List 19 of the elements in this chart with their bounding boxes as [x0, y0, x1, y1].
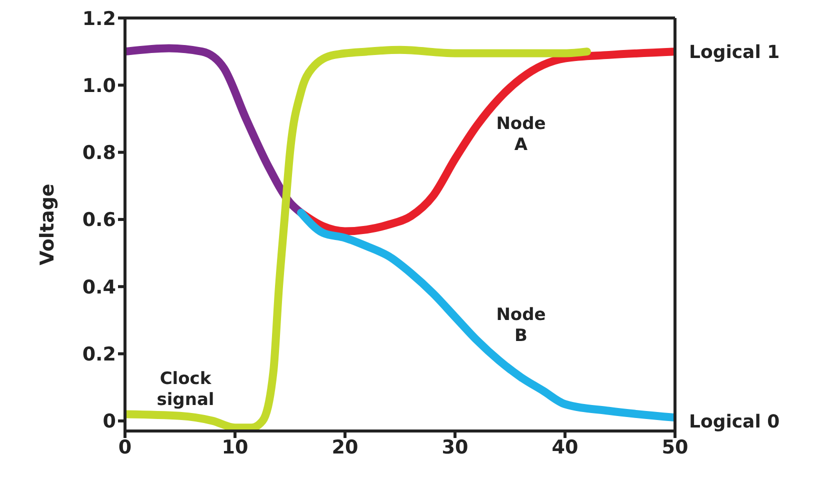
annotation: Logical 0 [689, 411, 780, 432]
y-tick-label: 0.6 [82, 209, 116, 232]
series-label: Node B [496, 305, 546, 346]
y-tick-label: 1.0 [82, 74, 116, 97]
y-tick-label: 1.2 [82, 8, 116, 30]
x-tick-label: 50 [662, 436, 688, 458]
x-tick-label: 40 [552, 436, 578, 458]
y-axis-title: Voltage [36, 184, 59, 266]
annotation: Logical 1 [689, 42, 780, 63]
x-tick-label: 0 [118, 436, 132, 458]
x-tick-label: 30 [442, 436, 468, 458]
x-tick-label: 10 [222, 436, 248, 458]
y-tick-label: 0.8 [82, 142, 116, 164]
series-label: Clock signal [156, 368, 214, 410]
x-tick-label: 20 [332, 436, 358, 458]
y-tick-label: 0.4 [82, 276, 116, 298]
y-tick-label: 0.2 [82, 344, 116, 366]
series-label: Node A [496, 114, 546, 155]
y-tick-label: 0 [102, 410, 116, 433]
